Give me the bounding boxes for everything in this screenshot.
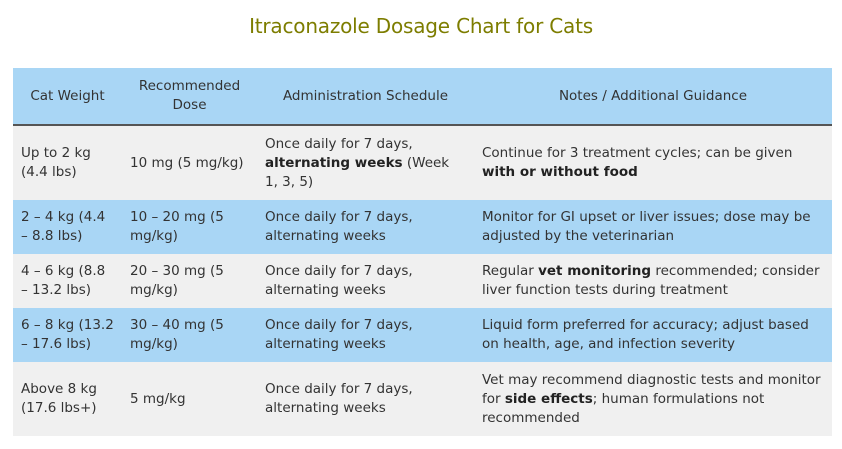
table-row: Above 8 kg (17.6 lbs+) 5 mg/kg Once daily …	[13, 362, 832, 436]
text-run: Once daily for 7 days,	[265, 135, 413, 152]
bold-text: alternating weeks	[265, 154, 403, 171]
text-run: (Week 1, 3, 5)	[265, 154, 450, 190]
table-cell: 10 – 20 mg (5 mg/kg)	[122, 200, 257, 254]
table-cell: 2 – 4 kg (4.4 – 8.8 lbs)	[13, 200, 122, 254]
table-cell: Regular vet monitoring recommended; cons…	[474, 254, 832, 308]
header-row: Cat Weight Recommended Dose Administration…	[13, 68, 832, 126]
table-cell: Once daily for 7 days, alternating weeks	[257, 308, 474, 362]
table-cell: Up to 2 kg (4.4 lbs)	[13, 125, 122, 200]
table-cell: Continue for 3 treatment cycles; can be …	[474, 125, 832, 200]
bold-text: side effects	[504, 390, 593, 407]
text-run: Vet may recommend diagnostic tests and m…	[482, 371, 821, 407]
table-body: Up to 2 kg (4.4 lbs) 10 mg (5 mg/kg) Once …	[13, 125, 832, 436]
table-cell: 30 – 40 mg (5 mg/kg)	[122, 308, 257, 362]
text-run: Regular	[482, 263, 539, 279]
table-cell: Liquid form preferred for accuracy; adju…	[474, 308, 832, 362]
table-cell: Monitor for GI upset or liver issues; do…	[474, 200, 832, 254]
title: Itraconazole Dosage Chart for Cats	[249, 14, 593, 38]
column-header: Cat Weight	[13, 68, 122, 126]
column-header: Recommended Dose	[122, 68, 257, 126]
table-cell: 6 – 8 kg (13.2 – 17.6 lbs)	[13, 308, 122, 362]
column-header: Administration Schedule	[257, 68, 474, 126]
table-cell: Once daily for 7 days, alternating weeks…	[257, 125, 474, 200]
text-run: recommended; consider liver function tes…	[482, 263, 820, 298]
column-header: Notes / Additional Guidance	[474, 68, 832, 126]
bold-text: vet monitoring	[538, 263, 652, 279]
text-run: Continue for 3 treatment cycles; can be …	[482, 145, 793, 161]
text-run: ; human formulations not recommended	[482, 390, 765, 426]
table-row: 2 – 4 kg (4.4 – 8.8 lbs) 10 – 20 mg (5 mg…	[13, 200, 832, 254]
table-cell: 10 mg (5 mg/kg)	[122, 125, 257, 200]
table-row: 6 – 8 kg (13.2 – 17.6 lbs) 30 – 40 mg (5 …	[13, 308, 832, 362]
table-cell: 5 mg/kg	[122, 362, 257, 436]
table-cell: 4 – 6 kg (8.8 – 13.2 lbs)	[13, 254, 122, 308]
table-cell: Once daily for 7 days, alternating weeks	[257, 254, 474, 308]
table-row: Up to 2 kg (4.4 lbs) 10 mg (5 mg/kg) Once …	[13, 125, 832, 200]
table-cell: Once daily for 7 days, alternating weeks	[257, 362, 474, 436]
table-cell: Above 8 kg (17.6 lbs+)	[13, 362, 122, 436]
bold-text: with or without food	[482, 164, 638, 180]
table-cell: Once daily for 7 days, alternating weeks	[257, 200, 474, 254]
table-cell: 20 – 30 mg (5 mg/kg)	[122, 254, 257, 308]
table-row: 4 – 6 kg (8.8 – 13.2 lbs) 20 – 30 mg (5 m…	[13, 254, 832, 308]
table-cell: Vet may recommend diagnostic tests and m…	[474, 362, 832, 436]
dosage-table: Cat Weight Recommended Dose Administration…	[13, 68, 832, 436]
